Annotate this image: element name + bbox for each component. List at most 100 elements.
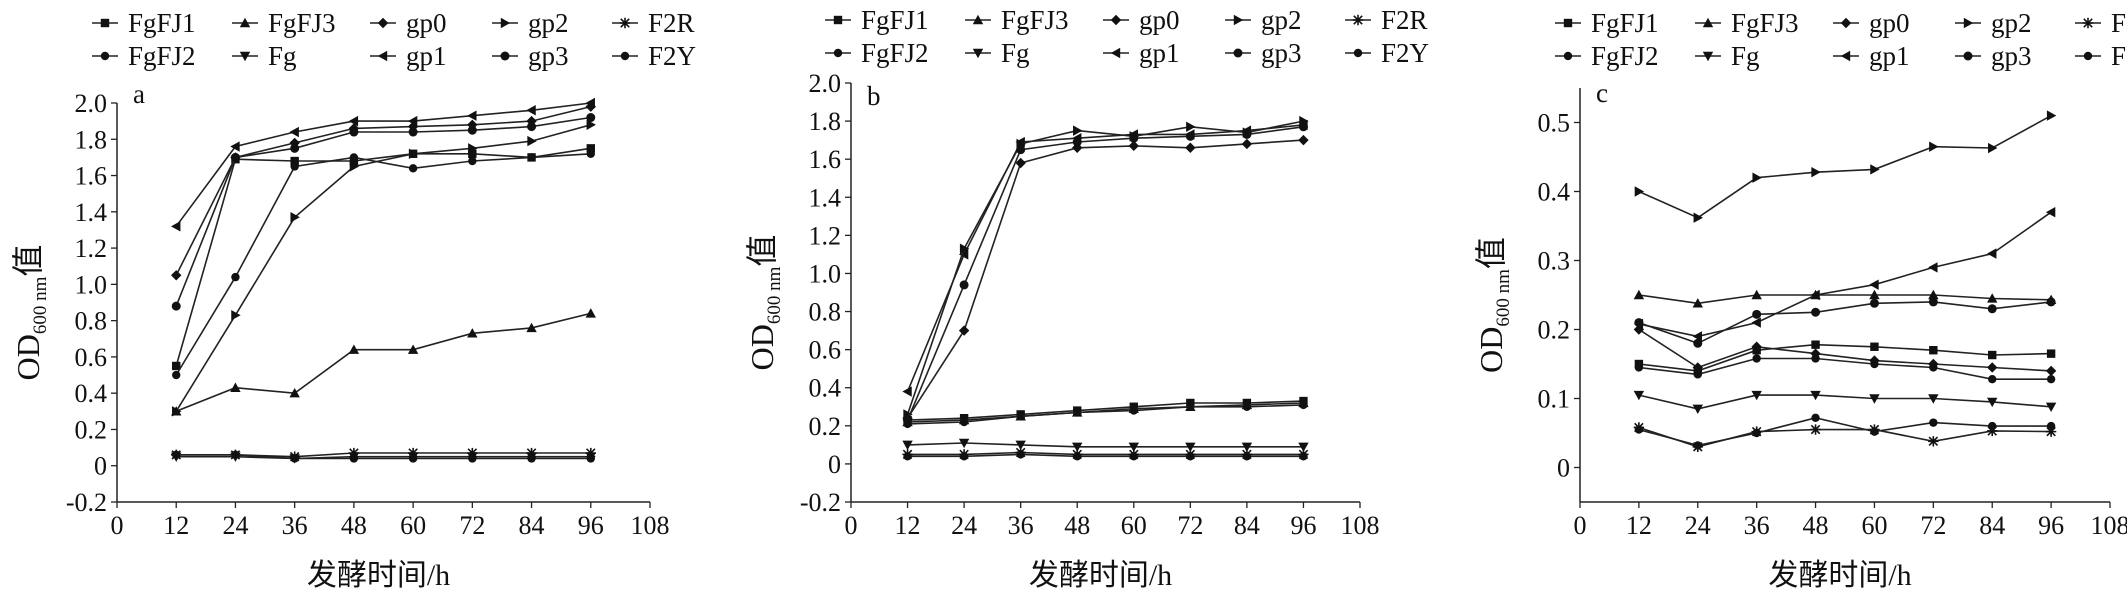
legend-label: gp1 xyxy=(406,41,447,71)
data-point xyxy=(231,309,241,321)
y-tick-label: 1.4 xyxy=(75,198,108,227)
x-tick-label: 60 xyxy=(400,511,426,540)
data-point xyxy=(585,308,596,318)
data-point xyxy=(2046,349,2056,358)
legend-item-F2R: F2R xyxy=(2075,8,2127,38)
legend-label: F2R xyxy=(2111,8,2127,38)
data-point xyxy=(1928,289,1939,300)
legend-item-FgFJ1: FgFJ1 xyxy=(825,5,929,35)
data-point xyxy=(1870,427,1879,436)
y-axis-title-main: OD xyxy=(1473,327,1509,373)
data-point xyxy=(1185,131,1195,141)
y-tick-label: 0 xyxy=(1557,454,1570,483)
data-point xyxy=(585,101,596,112)
data-point xyxy=(1185,442,1196,452)
data-point xyxy=(2046,421,2056,431)
data-point xyxy=(408,127,418,137)
legend-marker xyxy=(100,18,110,28)
data-point xyxy=(1016,145,1026,155)
data-point xyxy=(1928,436,1939,447)
y-tick-label: 0 xyxy=(94,452,107,481)
series-gp0 xyxy=(902,134,1309,424)
x-axis-title: 发酵时间/h xyxy=(1029,559,1172,592)
data-point xyxy=(1751,289,1762,300)
legend-marker xyxy=(1963,51,1973,61)
legend-item-Fg: Fg xyxy=(1695,41,1760,71)
data-point xyxy=(1242,452,1252,461)
series-line xyxy=(1638,294,2052,305)
data-point xyxy=(1810,424,1821,435)
legend-item-Fg: Fg xyxy=(965,38,1030,68)
data-point xyxy=(1128,140,1139,152)
series-line xyxy=(1638,357,2052,381)
data-point xyxy=(407,344,419,354)
x-tick-label: 96 xyxy=(1290,511,1316,540)
y-axis-title-suffix: 值 xyxy=(744,235,780,267)
y-tick-label: 0.4 xyxy=(1538,178,1571,207)
legend-marker xyxy=(2082,17,2094,29)
data-point xyxy=(1241,399,1253,410)
data-point xyxy=(172,450,181,460)
data-point xyxy=(1241,442,1253,452)
y-tick-label: 0.1 xyxy=(1538,385,1571,414)
data-point xyxy=(1928,262,1938,273)
legend-marker xyxy=(1963,17,1974,29)
legend-marker xyxy=(377,50,388,62)
legend-item-gp3: gp3 xyxy=(1225,38,1302,68)
y-tick-label: 1.0 xyxy=(809,259,842,288)
data-point xyxy=(1185,142,1196,153)
legend-marker xyxy=(972,48,984,59)
data-point xyxy=(2045,365,2057,377)
data-point xyxy=(2046,374,2056,384)
data-point xyxy=(1810,390,1821,401)
data-point xyxy=(1988,350,1997,360)
data-point xyxy=(1752,172,1762,183)
legend-marker xyxy=(1353,48,1363,58)
legend-item-FgFJ1: FgFJ1 xyxy=(1555,8,1659,38)
legend-marker xyxy=(1110,47,1121,59)
data-point xyxy=(959,243,970,254)
legend-item-FgFJ2: FgFJ2 xyxy=(825,38,929,68)
y-tick-label: -0.2 xyxy=(66,488,107,517)
data-point xyxy=(230,382,241,392)
data-point xyxy=(171,270,182,281)
y-axis-title-subscript: 600 nm xyxy=(1493,269,1514,327)
legend-marker xyxy=(1840,17,1852,29)
data-point xyxy=(1693,441,1702,450)
data-point xyxy=(1298,442,1309,452)
y-tick-label: 1.4 xyxy=(809,183,842,212)
data-point xyxy=(903,452,912,461)
data-point xyxy=(467,447,478,459)
data-point xyxy=(408,164,418,173)
legend-marker xyxy=(1702,17,1714,28)
legend-label: gp2 xyxy=(528,8,569,38)
data-point xyxy=(959,280,969,290)
legend-label: FgFJ2 xyxy=(861,38,929,68)
series-line xyxy=(907,400,1304,421)
x-tick-label: 48 xyxy=(1064,511,1090,540)
legend-item-F2R: F2R xyxy=(612,8,695,38)
data-point xyxy=(1988,421,1997,431)
series-line xyxy=(176,455,591,460)
data-point xyxy=(1015,440,1026,451)
x-tick-label: 84 xyxy=(1234,511,1260,540)
data-point xyxy=(1928,358,1939,370)
legend-label: gp0 xyxy=(406,8,447,38)
x-tick-label: 12 xyxy=(163,511,189,540)
data-point xyxy=(1869,355,1880,366)
data-point xyxy=(1692,331,1702,342)
data-point xyxy=(290,162,299,171)
data-point xyxy=(467,110,477,121)
data-point xyxy=(1928,394,1939,404)
legend-marker xyxy=(1233,48,1243,58)
series-FgFJ3 xyxy=(902,397,1309,427)
legend-item-F2Y: F2Y xyxy=(1345,38,1429,68)
legend-label: Fg xyxy=(1731,41,1760,71)
series-line xyxy=(175,153,591,376)
legend-label: FgFJ3 xyxy=(1001,5,1069,35)
data-point xyxy=(585,97,595,109)
data-point xyxy=(2045,207,2056,218)
series-gp2 xyxy=(903,115,1309,420)
data-point xyxy=(468,454,477,463)
data-point xyxy=(958,249,969,260)
